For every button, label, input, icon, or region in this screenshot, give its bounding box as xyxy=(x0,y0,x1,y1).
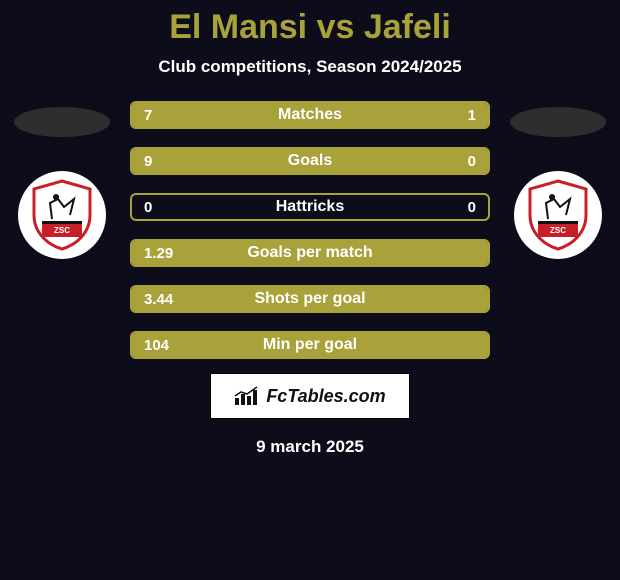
bar-chart-icon xyxy=(234,386,260,406)
stat-row: Matches71 xyxy=(130,101,490,129)
shield-icon: ZSC xyxy=(526,179,590,251)
stat-bar-gap xyxy=(132,195,488,219)
stat-bar-left xyxy=(132,103,399,127)
stat-row: Goals per match1.29 xyxy=(130,239,490,267)
player2-silhouette xyxy=(510,107,606,137)
stat-bar-left xyxy=(132,287,488,311)
shield-icon: ZSC xyxy=(30,179,94,251)
brand-text: FcTables.com xyxy=(266,386,385,407)
stat-bar-left xyxy=(132,241,488,265)
player1-silhouette xyxy=(14,107,110,137)
left-side: ZSC xyxy=(12,101,112,259)
subtitle: Club competitions, Season 2024/2025 xyxy=(0,57,620,77)
player2-club-badge: ZSC xyxy=(514,171,602,259)
comparison-card: El Mansi vs Jafeli Club competitions, Se… xyxy=(0,0,620,457)
content-row: ZSC Matches71 Goals90 Hattricks00 Goals per… xyxy=(0,101,620,359)
svg-text:ZSC: ZSC xyxy=(54,226,70,235)
stat-bar-right xyxy=(399,103,488,127)
stat-row: Shots per goal3.44 xyxy=(130,285,490,313)
page-title: El Mansi vs Jafeli xyxy=(0,8,620,47)
player1-name: El Mansi xyxy=(169,8,307,46)
brand-watermark: FcTables.com xyxy=(210,373,410,419)
svg-text:ZSC: ZSC xyxy=(550,226,566,235)
stat-row: Min per goal104 xyxy=(130,331,490,359)
stat-bar-left xyxy=(132,333,488,357)
player1-club-badge: ZSC xyxy=(18,171,106,259)
right-side: ZSC xyxy=(508,101,608,259)
stat-bar-left xyxy=(132,149,488,173)
date-label: 9 march 2025 xyxy=(0,437,620,457)
vs-text: vs xyxy=(317,8,355,46)
stat-row: Hattricks00 xyxy=(130,193,490,221)
player2-name: Jafeli xyxy=(364,8,451,46)
stats-bars: Matches71 Goals90 Hattricks00 Goals per mat… xyxy=(130,101,490,359)
stat-row: Goals90 xyxy=(130,147,490,175)
